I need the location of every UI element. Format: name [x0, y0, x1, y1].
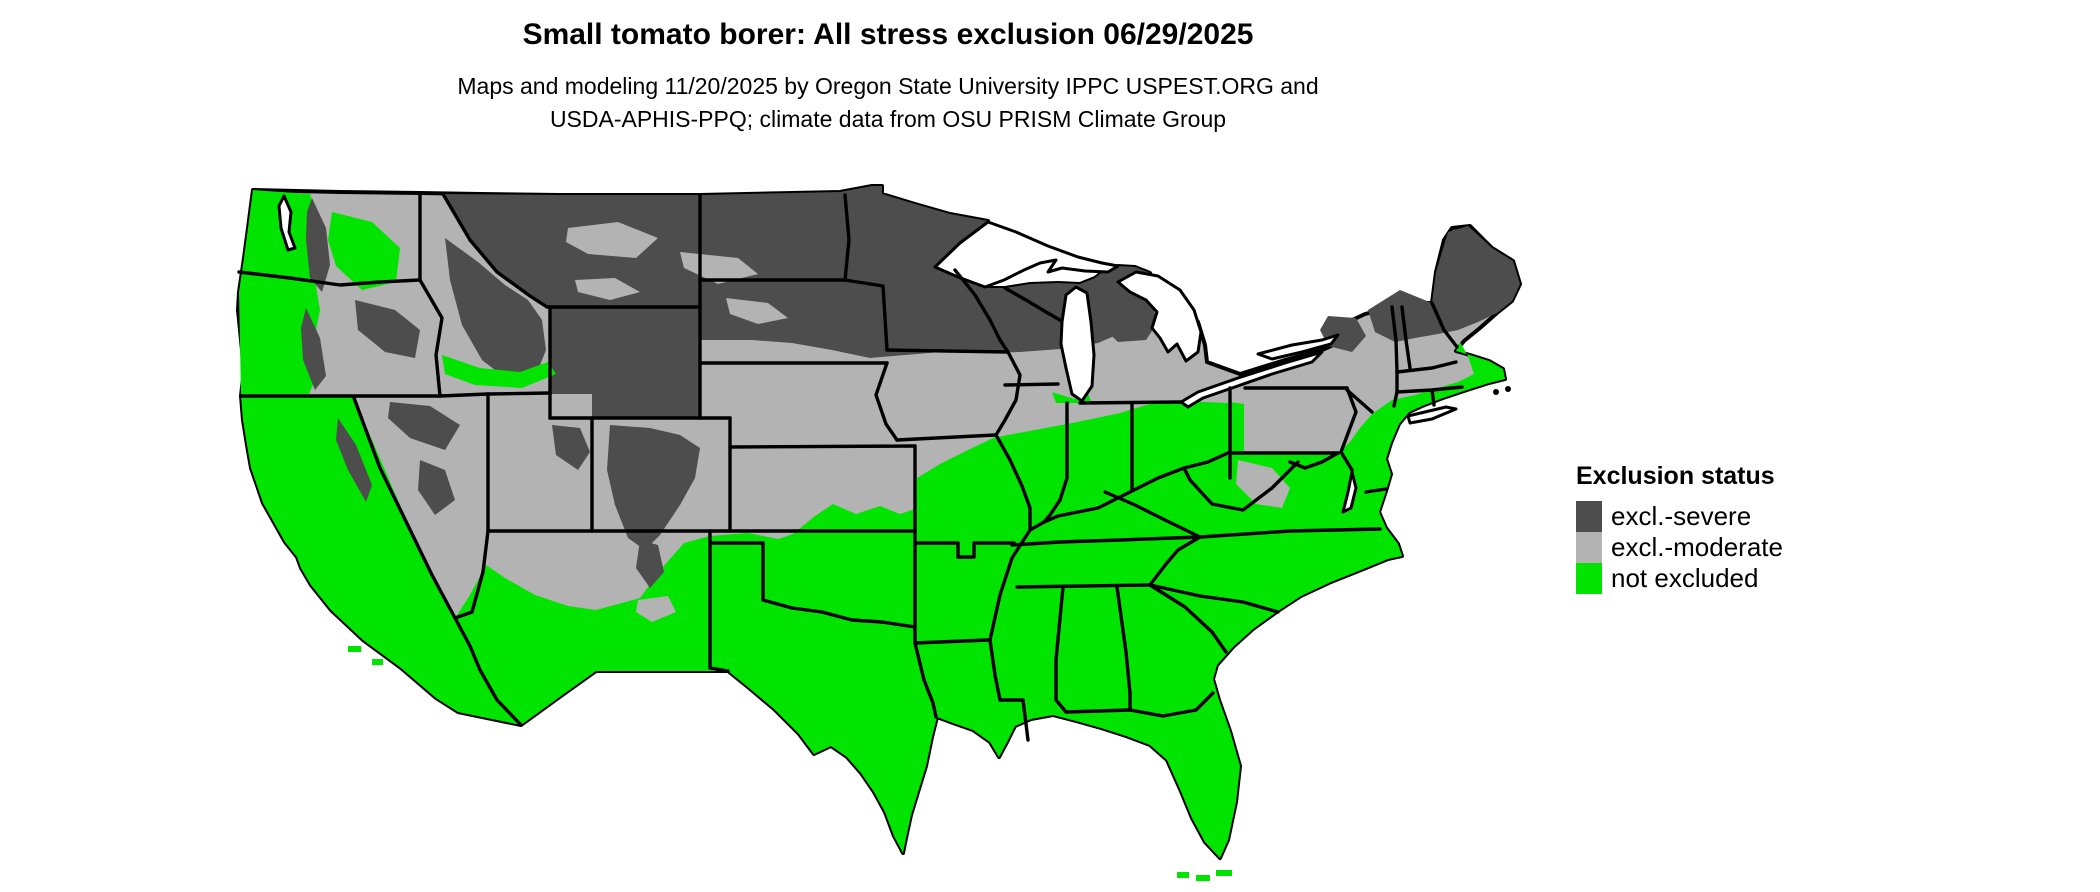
subtitle-line-1: Maps and modeling 11/20/2025 by Oregon S… — [457, 73, 1319, 99]
map-moderate-mogollon-arizona — [636, 596, 676, 622]
lake-huron — [1116, 270, 1203, 363]
map-green-florida-keys — [1177, 870, 1232, 881]
map-title: Small tomato borer: All stress exclusion… — [522, 18, 1254, 51]
map-moderate-montana-patch-3 — [575, 278, 640, 300]
legend-item: excl.-moderate — [1576, 532, 1783, 563]
legend: Exclusion status excl.-severe excl.-moder… — [1576, 462, 1783, 594]
map-severe-north-new-england — [1368, 226, 1520, 342]
cape-cod-islands — [1493, 386, 1511, 395]
legend-item: excl.-severe — [1576, 501, 1783, 532]
long-island — [1406, 405, 1458, 425]
map-severe-north-nevada — [388, 402, 460, 450]
map-severe-oregon-cascades — [301, 308, 326, 390]
legend-item-label: not excluded — [1611, 563, 1759, 593]
map-severe-utah-mtns — [552, 425, 590, 470]
map-moderate-montana-patch-1 — [566, 222, 658, 258]
subtitle-line-2: USDA-APHIS-PPQ; climate data from OSU PR… — [549, 106, 1227, 132]
map-moderate-south-dakota-patch — [726, 298, 788, 324]
legend-item: not excluded — [1576, 563, 1783, 594]
legend-title: Exclusion status — [1576, 462, 1775, 490]
legend-item-label: excl.-moderate — [1611, 532, 1783, 562]
map-green-snake-plain — [442, 355, 556, 388]
map-green-west-coast — [239, 190, 322, 396]
chesapeake-bay — [1341, 470, 1358, 514]
map-severe-central-nevada — [418, 460, 455, 515]
lake-ontario — [1256, 333, 1340, 361]
map-green-california-islands — [348, 646, 383, 665]
map-severe-north-new-mexico — [636, 540, 664, 588]
map-severe-idaho — [445, 238, 546, 380]
map-green-west-pennsylvania-strip — [1230, 402, 1244, 452]
map-moderate-west-virginia-appalachians — [1236, 460, 1290, 508]
map-severe-north-lower-michigan — [1100, 290, 1158, 342]
map-severe-sierra-nevada — [336, 418, 372, 502]
legend-swatch — [1576, 532, 1602, 563]
legend-swatch — [1576, 501, 1602, 532]
legend-item-label: excl.-severe — [1611, 501, 1752, 531]
map-green-columbia-basin — [328, 212, 400, 290]
map-severe-east-oregon — [355, 300, 420, 358]
map-subtitle: Maps and modeling 11/20/2025 by Oregon S… — [238, 70, 1538, 136]
legend-items: excl.-severe excl.-moderate not excluded — [1576, 501, 1783, 594]
map-region-not-excluded — [239, 190, 1505, 881]
lake-superior — [933, 220, 1120, 289]
legend-swatch — [1576, 563, 1602, 594]
puget-sound — [277, 194, 297, 252]
map-state-borders — [237, 192, 1464, 742]
map-severe-colorado-rockies — [607, 425, 700, 550]
lake-michigan — [1059, 285, 1096, 403]
lake-erie — [1179, 350, 1324, 409]
map-texture-patches — [301, 198, 1290, 622]
map-great-lakes — [277, 194, 1458, 514]
map-severe-washington-cascades — [306, 198, 330, 292]
map-green-south-and-east — [241, 342, 1505, 858]
